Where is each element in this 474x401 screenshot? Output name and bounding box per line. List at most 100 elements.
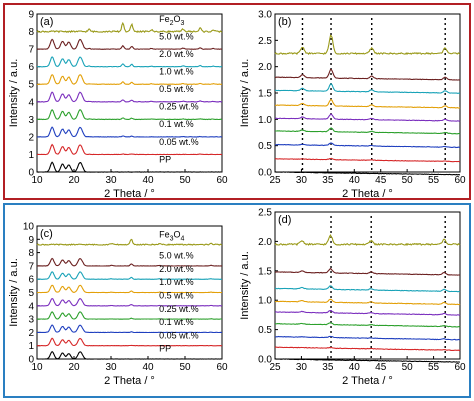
series-line [274,113,461,122]
series-line [275,69,461,81]
series-label: 1.0 wt.% [159,67,194,77]
series-label: 0.05 wt.% [159,137,199,147]
x-tick-label: 20 [68,362,80,373]
series-label: 0.1 wt.% [159,317,194,327]
y-tick-label: 5 [28,80,34,91]
y-tick-label: 6 [28,275,34,286]
panel-frame-bottom [3,203,471,398]
series-line [36,126,222,138]
series-label: 2.0 wt.% [159,264,194,274]
series-label: 5.0 wt.% [159,31,194,41]
series-line [36,143,223,156]
x-tick-label: 40 [349,362,361,373]
y-tick-label: 2 [28,328,34,339]
y-axis-label: Intensity / a.u. [8,258,20,326]
x-tick-label: 40 [142,362,154,373]
x-tick-label: 55 [428,362,440,373]
y-tick-label: 7 [28,45,34,56]
series-line [36,297,223,307]
series-label: 1.0 wt.% [159,277,194,287]
plot-area-frame [36,13,223,173]
y-tick-label: 7 [28,261,34,272]
y-tick-label: 1.0 [258,115,272,126]
x-tick-label: 60 [216,362,228,373]
plot-area-frame [274,211,461,360]
panel-label: (c) [40,228,53,240]
series-line [274,285,461,293]
series-label: 5.0 wt.% [159,251,194,261]
y-tick-label: 0 [28,168,34,179]
series-line [36,238,223,246]
series-label: Fe3O4 [159,229,184,242]
series-label: 0.25 wt.% [159,102,199,112]
series-line [275,83,461,94]
series-line [275,99,461,109]
series-line [274,233,461,247]
series-line [274,171,461,176]
series-line [36,91,223,103]
x-tick-label: 60 [216,175,228,186]
series-line [36,337,223,347]
series-line [37,324,222,334]
y-tick-label: 1.5 [258,89,272,100]
y-tick-label: 2.0 [258,237,272,248]
panel-label: (a) [40,16,53,28]
series-line [275,267,461,276]
panel-frame-top [3,3,471,200]
series-line [274,346,461,352]
y-tick-label: 3.0 [258,10,272,21]
x-tick-label: 30 [296,362,308,373]
y-tick-label: 0.0 [258,355,272,366]
chart-panel-a: 10 20 30 40 50 60 0 1 2 3 4 5 6 7 8 9 2 Theta / ° Intensi… [8,10,228,201]
series-line [36,350,222,360]
y-tick-label: 2.0 [258,62,272,73]
chart-panel-c: 10 20 30 40 50 60 0 1 2 3 4 5 6 7 8 9 10 2 Theta / ° Inten… [8,222,228,388]
series-line [275,322,461,328]
x-axis-label: 2 Theta / ° [342,375,393,387]
x-tick-label: 30 [105,175,117,186]
x-tick-label: 55 [428,175,440,186]
y-tick-label: 9 [28,235,34,246]
y-tick-label: 10 [23,222,35,233]
series-line [274,34,461,56]
series-label: PP [159,344,171,354]
y-axis-label: Intensity / a.u. [239,59,251,127]
series-label: 0.5 wt.% [159,290,194,300]
series-label: 2.0 wt.% [159,49,194,59]
y-tick-label: 1.5 [258,266,272,277]
y-tick-label: 3 [28,115,34,126]
series-line [274,358,461,363]
series-label: Fe2O3 [159,14,184,27]
y-tick-label: 5 [28,288,34,299]
series-line [36,56,223,68]
series-label: 0.5 wt.% [159,84,194,94]
y-tick-label: 8 [28,248,34,259]
series-line [274,157,461,163]
x-axis-label: 2 Theta / ° [342,188,393,200]
x-tick-label: 30 [105,362,117,373]
x-tick-label: 20 [68,175,80,186]
series-line [36,73,223,85]
y-tick-label: 0.0 [258,168,272,179]
chart-panel-b: 25 30 35 40 45 50 55 60 0.0 0.5 1.0 1.5 2.0 2.5 3.0 2 T… [239,10,466,201]
series-line [275,335,461,341]
y-tick-label: 4 [28,301,34,312]
x-tick-label: 35 [322,362,334,373]
x-tick-label: 40 [349,175,361,186]
x-tick-label: 35 [322,175,334,186]
y-tick-label: 1 [28,341,34,352]
x-tick-label: 40 [142,175,154,186]
series-label: 0.05 wt.% [159,330,199,340]
x-tick-label: 60 [454,175,466,186]
x-axis-label: 2 Theta / ° [104,188,155,200]
y-axis-label: Intensity / a.u. [239,251,251,319]
x-tick-label: 50 [179,362,191,373]
y-tick-label: 1 [28,150,34,161]
y-tick-label: 0.5 [258,325,272,336]
y-tick-label: 0.5 [258,141,272,152]
y-tick-label: 4 [28,97,34,108]
x-tick-label: 25 [269,175,281,186]
y-tick-label: 3 [28,315,34,326]
x-tick-label: 50 [179,175,191,186]
